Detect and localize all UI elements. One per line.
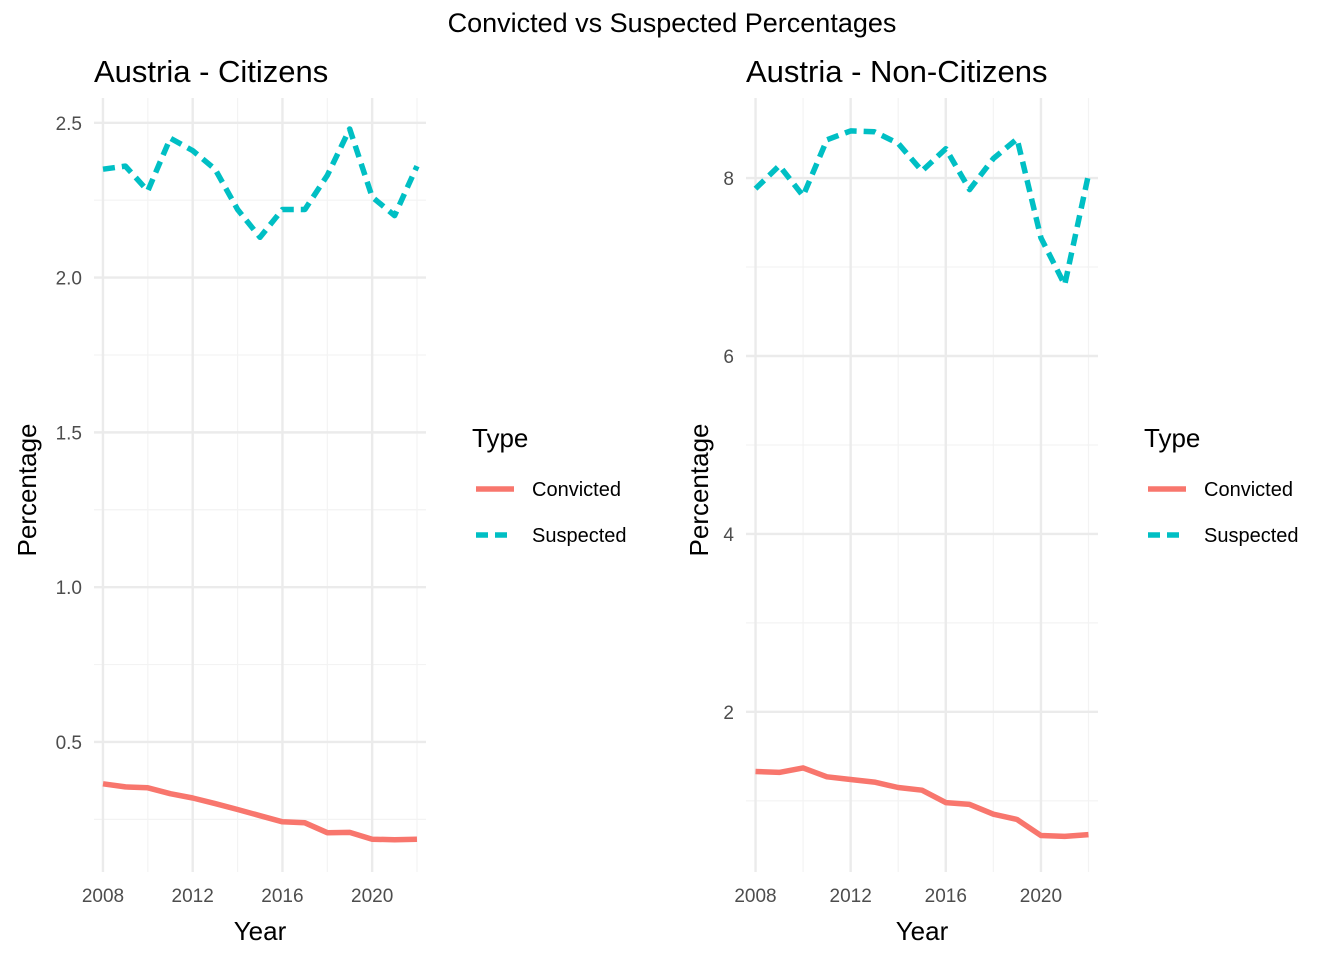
legend-title: Type [1144, 423, 1200, 453]
legend: Type Convicted Suspected [472, 423, 627, 547]
gridlines [94, 98, 426, 872]
x-tick-labels: 2008 2012 2016 2020 [734, 886, 1062, 907]
y-tick-label: 6 [723, 347, 734, 368]
series-line-convicted [755, 765, 1089, 840]
panel-title: Austria - Non-Citizens [746, 54, 1047, 89]
x-tick-label: 2020 [351, 886, 393, 907]
x-axis-title: Year [234, 916, 287, 946]
figure-title: Convicted vs Suspected Percentages [448, 8, 897, 38]
legend: Type Convicted Suspected [1144, 423, 1299, 547]
y-tick-label: 8 [723, 169, 734, 190]
x-tick-label: 2008 [734, 886, 776, 907]
chart-panel-citizens: Austria - Citizens 0.51.01.52.02.5 2008 2… [12, 54, 627, 946]
chart-panel-non-citizens: Austria - Non-Citizens 2 4 6 8 2008 2012 2016… [684, 54, 1299, 946]
series-lines [753, 128, 1092, 840]
legend-label-convicted: Convicted [1204, 479, 1293, 501]
panel-title: Austria - Citizens [94, 54, 328, 89]
x-tick-labels: 2008 2012 2016 2020 [82, 886, 393, 907]
x-tick-label: 2016 [261, 886, 303, 907]
series-line-suspected [753, 128, 1092, 288]
y-tick-label: 1.0 [56, 578, 82, 599]
y-axis-title: Percentage [12, 424, 42, 557]
gridlines [746, 98, 1098, 872]
x-tick-label: 2016 [925, 886, 967, 907]
x-tick-label: 2012 [830, 886, 872, 907]
x-axis-title: Year [896, 916, 949, 946]
y-tick-labels: 0.5 1.0 1.5 2.0 2.5 [56, 114, 82, 754]
series-lines [102, 126, 420, 843]
series-line-suspected [102, 126, 420, 241]
y-tick-label: 1.5 [56, 423, 82, 444]
y-tick-label: 0.5 [56, 733, 82, 754]
y-tick-label: 2 [723, 703, 734, 724]
series-line-convicted [102, 781, 418, 843]
y-tick-label: 4 [723, 525, 734, 546]
x-tick-label: 2008 [82, 886, 124, 907]
y-axis-title: Percentage [684, 424, 714, 557]
y-tick-label: 2.5 [56, 114, 82, 135]
legend-label-suspected: Suspected [1204, 525, 1299, 547]
y-tick-label: 2.0 [56, 269, 82, 290]
legend-label-convicted: Convicted [532, 479, 621, 501]
x-tick-label: 2012 [172, 886, 214, 907]
legend-label-suspected: Suspected [532, 525, 627, 547]
x-tick-label: 2020 [1020, 886, 1062, 907]
legend-title: Type [472, 423, 528, 453]
y-tick-labels: 2 4 6 8 [723, 169, 734, 724]
